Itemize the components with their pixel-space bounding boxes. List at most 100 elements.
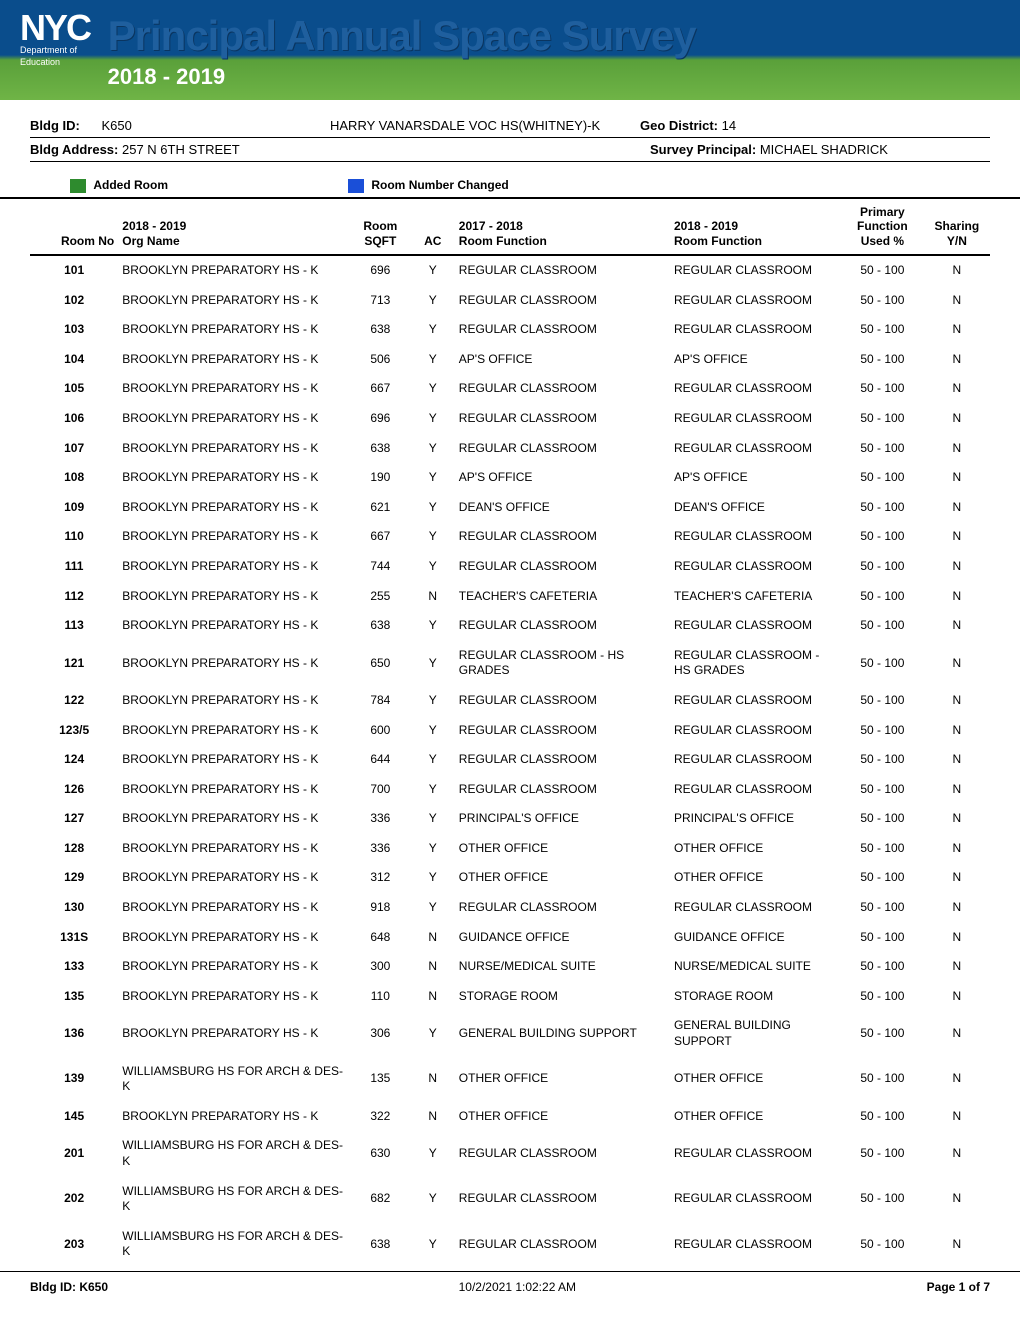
cell-ac: Y xyxy=(411,493,455,523)
table-row: 113BROOKLYN PREPARATORY HS - K638YREGULA… xyxy=(30,611,990,641)
cell-sqft: 650 xyxy=(350,641,411,686)
cell-org: BROOKLYN PREPARATORY HS - K xyxy=(118,952,350,982)
table-row: 111BROOKLYN PREPARATORY HS - K744YREGULA… xyxy=(30,552,990,582)
cell-func-prev: OTHER OFFICE xyxy=(455,1102,670,1132)
table-row: 135BROOKLYN PREPARATORY HS - K110NSTORAG… xyxy=(30,982,990,1012)
cell-func-prev: REGULAR CLASSROOM xyxy=(455,255,670,286)
addr-value: 257 N 6TH STREET xyxy=(122,142,240,157)
cell-sqft: 110 xyxy=(350,982,411,1012)
cell-ac: Y xyxy=(411,255,455,286)
cell-sharing: N xyxy=(924,286,990,316)
cell-func-prev: AP'S OFFICE xyxy=(455,463,670,493)
legend-added-label: Added Room xyxy=(93,178,168,192)
cell-used: 50 - 100 xyxy=(841,286,924,316)
cell-sharing: N xyxy=(924,552,990,582)
cell-sqft: 638 xyxy=(350,315,411,345)
cell-func-curr: REGULAR CLASSROOM xyxy=(670,1177,841,1222)
cell-sqft: 784 xyxy=(350,686,411,716)
cell-sharing: N xyxy=(924,1011,990,1056)
cell-ac: Y xyxy=(411,404,455,434)
cell-func-prev: REGULAR CLASSROOM xyxy=(455,315,670,345)
cell-func-prev: OTHER OFFICE xyxy=(455,863,670,893)
table-row: 110BROOKLYN PREPARATORY HS - K667YREGULA… xyxy=(30,522,990,552)
table-row: 133BROOKLYN PREPARATORY HS - K300NNURSE/… xyxy=(30,952,990,982)
cell-sqft: 638 xyxy=(350,434,411,464)
cell-ac: Y xyxy=(411,1177,455,1222)
table-row: 127BROOKLYN PREPARATORY HS - K336YPRINCI… xyxy=(30,804,990,834)
cell-func-prev: REGULAR CLASSROOM xyxy=(455,1177,670,1222)
cell-org: BROOKLYN PREPARATORY HS - K xyxy=(118,404,350,434)
cell-room-no: 202 xyxy=(30,1177,118,1222)
cell-func-curr: REGULAR CLASSROOM xyxy=(670,893,841,923)
cell-room-no: 145 xyxy=(30,1102,118,1132)
principal-label: Survey Principal: xyxy=(650,142,756,157)
cell-org: BROOKLYN PREPARATORY HS - K xyxy=(118,463,350,493)
cell-func-curr: REGULAR CLASSROOM xyxy=(670,686,841,716)
cell-func-prev: DEAN'S OFFICE xyxy=(455,493,670,523)
cell-func-curr: REGULAR CLASSROOM xyxy=(670,1222,841,1267)
cell-ac: N xyxy=(411,582,455,612)
cell-func-curr: REGULAR CLASSROOM xyxy=(670,374,841,404)
cell-ac: Y xyxy=(411,893,455,923)
cell-sharing: N xyxy=(924,686,990,716)
cell-room-no: 113 xyxy=(30,611,118,641)
cell-func-curr: REGULAR CLASSROOM xyxy=(670,745,841,775)
cell-used: 50 - 100 xyxy=(841,404,924,434)
cell-room-no: 101 xyxy=(30,255,118,286)
cell-used: 50 - 100 xyxy=(841,893,924,923)
cell-sharing: N xyxy=(924,611,990,641)
cell-room-no: 109 xyxy=(30,493,118,523)
cell-sharing: N xyxy=(924,1057,990,1102)
cell-room-no: 106 xyxy=(30,404,118,434)
cell-func-prev: TEACHER'S CAFETERIA xyxy=(455,582,670,612)
table-row: 103BROOKLYN PREPARATORY HS - K638YREGULA… xyxy=(30,315,990,345)
cell-used: 50 - 100 xyxy=(841,1057,924,1102)
cell-used: 50 - 100 xyxy=(841,775,924,805)
cell-func-curr: REGULAR CLASSROOM xyxy=(670,286,841,316)
survey-principal: Survey Principal: MICHAEL SHADRICK xyxy=(650,142,1000,157)
table-row: 128BROOKLYN PREPARATORY HS - K336YOTHER … xyxy=(30,834,990,864)
table-row: 201WILLIAMSBURG HS FOR ARCH & DES-K630YR… xyxy=(30,1131,990,1176)
cell-sqft: 644 xyxy=(350,745,411,775)
cell-sharing: N xyxy=(924,374,990,404)
cell-used: 50 - 100 xyxy=(841,863,924,893)
cell-sqft: 638 xyxy=(350,1222,411,1267)
cell-sqft: 322 xyxy=(350,1102,411,1132)
cell-sqft: 600 xyxy=(350,716,411,746)
cell-ac: Y xyxy=(411,1131,455,1176)
cell-org: WILLIAMSBURG HS FOR ARCH & DES-K xyxy=(118,1057,350,1102)
geo-value: 14 xyxy=(722,118,736,133)
bldg-id-label: Bldg ID: xyxy=(30,118,80,133)
cell-func-curr: STORAGE ROOM xyxy=(670,982,841,1012)
cell-ac: Y xyxy=(411,775,455,805)
legend-changed: Room Number Changed xyxy=(348,178,509,193)
cell-org: BROOKLYN PREPARATORY HS - K xyxy=(118,686,350,716)
cell-sharing: N xyxy=(924,493,990,523)
cell-used: 50 - 100 xyxy=(841,611,924,641)
cell-org: WILLIAMSBURG HS FOR ARCH & DES-K xyxy=(118,1177,350,1222)
cell-used: 50 - 100 xyxy=(841,345,924,375)
table-row: 123/5BROOKLYN PREPARATORY HS - K600YREGU… xyxy=(30,716,990,746)
footer: Bldg ID: K650 10/2/2021 1:02:22 AM Page … xyxy=(0,1271,1020,1302)
year-range: 2018 - 2019 xyxy=(108,64,696,90)
table-row: 145BROOKLYN PREPARATORY HS - K322NOTHER … xyxy=(30,1102,990,1132)
cell-room-no: 136 xyxy=(30,1011,118,1056)
cell-func-prev: AP'S OFFICE xyxy=(455,345,670,375)
cell-sharing: N xyxy=(924,1102,990,1132)
cell-ac: Y xyxy=(411,434,455,464)
cell-used: 50 - 100 xyxy=(841,315,924,345)
cell-func-prev: NURSE/MEDICAL SUITE xyxy=(455,952,670,982)
cell-org: BROOKLYN PREPARATORY HS - K xyxy=(118,434,350,464)
cell-org: BROOKLYN PREPARATORY HS - K xyxy=(118,286,350,316)
cell-sqft: 667 xyxy=(350,522,411,552)
th-func-prev: 2017 - 2018Room Function xyxy=(455,199,670,255)
cell-func-curr: OTHER OFFICE xyxy=(670,834,841,864)
legend-changed-label: Room Number Changed xyxy=(371,178,508,192)
cell-ac: Y xyxy=(411,345,455,375)
info-row-2: Bldg Address: 257 N 6TH STREET Survey Pr… xyxy=(30,138,990,162)
cell-func-prev: REGULAR CLASSROOM xyxy=(455,745,670,775)
legend-added-swatch xyxy=(70,179,86,193)
table-row: 124BROOKLYN PREPARATORY HS - K644YREGULA… xyxy=(30,745,990,775)
table-row: 131SBROOKLYN PREPARATORY HS - K648NGUIDA… xyxy=(30,923,990,953)
cell-sqft: 700 xyxy=(350,775,411,805)
